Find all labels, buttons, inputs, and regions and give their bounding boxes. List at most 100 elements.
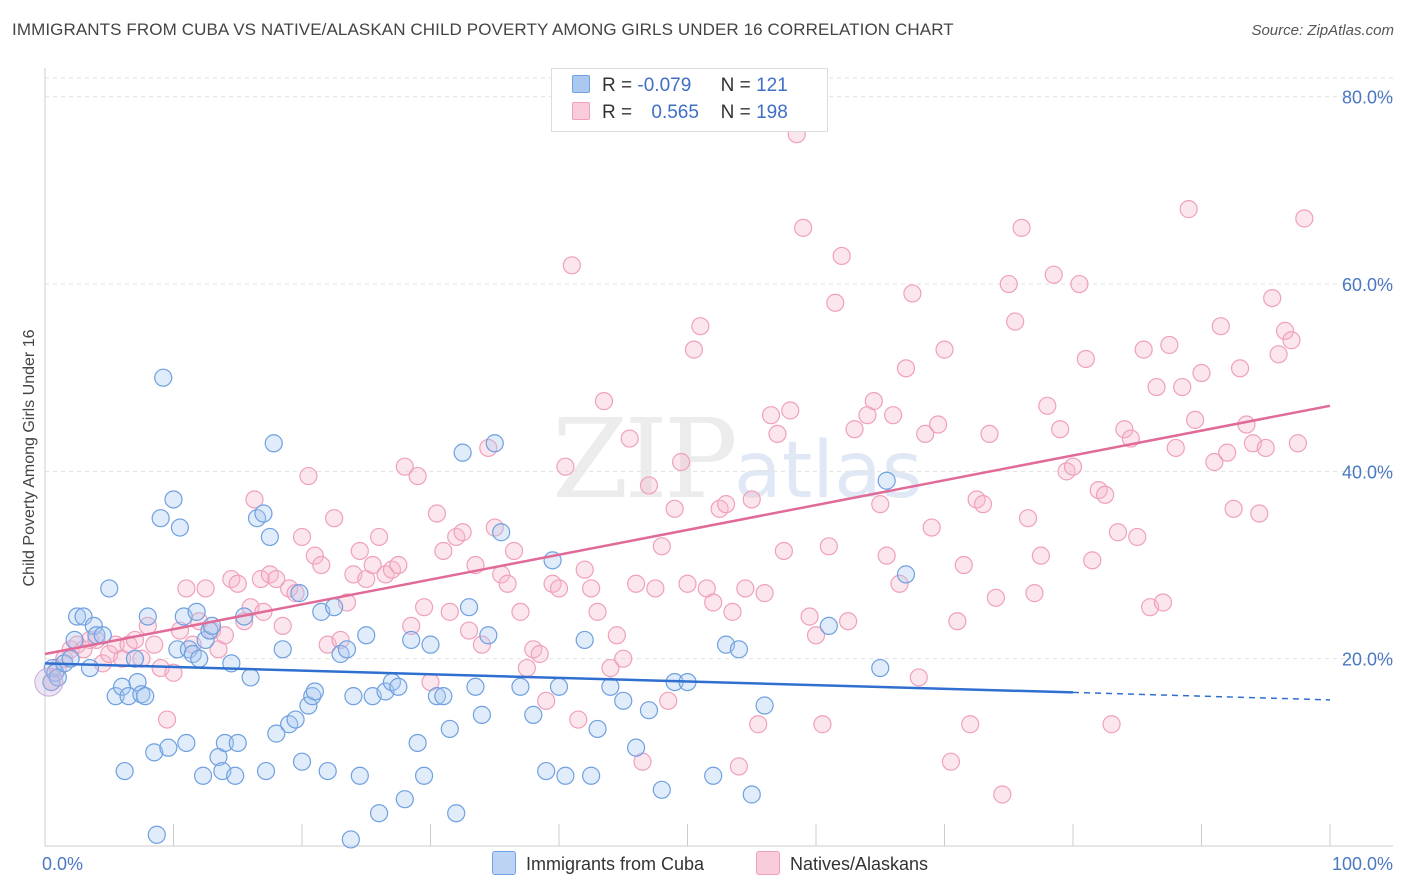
point-cuba (896, 565, 916, 584)
point-native (1044, 265, 1063, 284)
point-native (1096, 485, 1115, 504)
point-cuba (325, 598, 344, 617)
point-native (511, 602, 530, 621)
swatch-native-bottom (756, 851, 780, 875)
series-natives-alaskans (42, 125, 1314, 804)
point-native (472, 635, 491, 654)
point-cuba (742, 785, 761, 804)
point-native (299, 466, 318, 486)
point-native (1275, 321, 1295, 340)
point-cuba (341, 830, 360, 849)
point-native (427, 504, 447, 523)
point-cuba (549, 677, 569, 696)
point-cuba (241, 668, 260, 687)
stats-legend: R = -0.079 N = 121 R = 0.565 N = 198 (551, 68, 828, 132)
point-cuba (395, 790, 414, 809)
point-cuba (136, 687, 155, 706)
point-native (922, 518, 941, 537)
trend-line-native (44, 404, 1331, 656)
point-native (839, 612, 858, 631)
watermark-zip: ZIP (552, 395, 738, 523)
point-cuba (582, 766, 601, 785)
point-native (601, 658, 620, 678)
point-native (903, 284, 922, 303)
y-tick-label: 20.0% (1342, 650, 1393, 670)
point-cuba (138, 607, 157, 626)
point-native (1237, 415, 1256, 434)
point-cuba (492, 523, 511, 542)
point-cuba (286, 710, 305, 729)
point-native (350, 541, 369, 561)
legend-row-cuba: R = -0.079 N = 121 (572, 75, 788, 99)
point-native (1134, 340, 1153, 359)
point-native (626, 574, 646, 593)
point-native (267, 569, 286, 589)
point-native (871, 495, 890, 514)
point-cuba (877, 471, 896, 490)
point-native (832, 246, 851, 266)
point-cuba (115, 761, 134, 781)
point-native (774, 541, 793, 561)
point-native (1025, 584, 1044, 603)
point-native (588, 602, 607, 621)
point-cuba (524, 705, 543, 724)
point-native (1250, 504, 1269, 523)
point-native (305, 546, 324, 565)
point-native (363, 555, 382, 575)
point-native (1070, 274, 1089, 294)
chart-title: IMMIGRANTS FROM CUBA VS NATIVE/ALASKAN C… (12, 20, 954, 39)
point-native (691, 317, 710, 336)
point-cuba (215, 733, 234, 753)
point-native (440, 602, 459, 621)
legend-n-label: N = (720, 75, 751, 96)
point-cuba (305, 682, 324, 701)
point-native (1153, 593, 1173, 612)
point-native (325, 509, 344, 528)
swatch-native (572, 102, 590, 120)
point-cuba (190, 649, 209, 668)
point-native (453, 523, 472, 542)
point-native (1051, 420, 1070, 439)
point-native (1128, 527, 1147, 547)
point-native (819, 537, 838, 556)
point-native (614, 649, 633, 668)
point-native (935, 340, 954, 359)
point-cuba (511, 677, 530, 696)
point-native (245, 490, 264, 509)
point-cuba (164, 490, 183, 509)
point-cuba (357, 626, 376, 645)
legend-item-cuba: Immigrants from Cuba (492, 851, 704, 875)
point-cuba (453, 443, 472, 462)
point-cluster (34, 667, 64, 697)
point-native (459, 621, 479, 640)
point-cuba (575, 630, 594, 650)
point-cuba (228, 733, 247, 753)
point-native (1269, 345, 1288, 364)
point-native (402, 616, 421, 636)
point-native (1076, 349, 1095, 369)
point-native (1038, 396, 1057, 415)
point-native (620, 429, 639, 448)
point-native (973, 495, 993, 514)
point-cuba (337, 640, 357, 659)
point-cuba (100, 579, 119, 598)
point-native (980, 424, 999, 444)
point-cuba (459, 598, 479, 617)
point-cuba (226, 766, 245, 785)
point-cuba (485, 434, 504, 453)
point-native (794, 218, 813, 237)
point-native (659, 691, 678, 710)
swatch-cuba-bottom (492, 851, 516, 875)
point-native (1288, 434, 1307, 453)
point-native (1230, 359, 1250, 378)
axes (44, 68, 1393, 847)
point-cuba (466, 677, 485, 696)
point-native (954, 555, 973, 575)
point-cuba (145, 743, 164, 762)
point-cuba (588, 719, 607, 739)
point-native (177, 579, 196, 598)
point-native (1263, 288, 1282, 308)
point-native (157, 710, 177, 729)
point-native (1160, 335, 1179, 355)
point-native (125, 630, 145, 650)
